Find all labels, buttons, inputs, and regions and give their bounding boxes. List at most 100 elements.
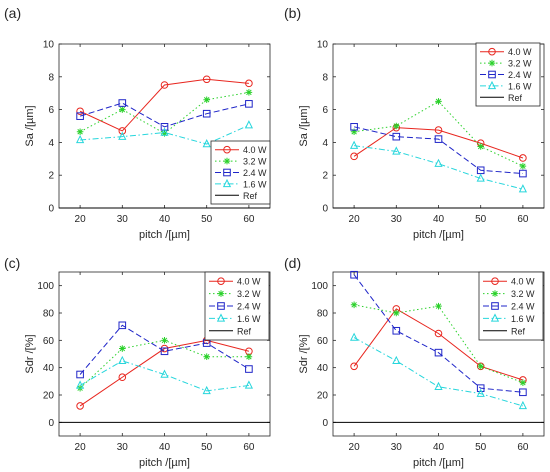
x-tick-label: 60 xyxy=(517,214,529,225)
data-point xyxy=(244,120,254,129)
y-tick-label: 2 xyxy=(48,171,54,182)
chart-panel-3: (c) 20 30 40 50 60 0 20 40 60 80 100 pitch /[µm] Sdr … xyxy=(4,255,271,469)
legend-label: 3.2 W xyxy=(508,59,532,69)
legend-label: 3.2 W xyxy=(237,289,261,299)
data-point xyxy=(118,127,127,135)
y-tick-label: 20 xyxy=(43,391,55,402)
y-tick-label: 0 xyxy=(322,204,328,215)
legend-marker xyxy=(491,290,499,297)
x-tick-label: 20 xyxy=(75,214,87,225)
data-point xyxy=(118,373,127,382)
legend-marker xyxy=(490,313,500,322)
data-point xyxy=(350,301,358,309)
y-axis-label: Sa /[µm] xyxy=(24,105,36,146)
data-point xyxy=(434,158,443,167)
y-axis-label: Sa /[µm] xyxy=(298,105,310,146)
y-tick-label: 8 xyxy=(322,72,328,83)
y-tick-label: 10 xyxy=(317,40,329,51)
data-point xyxy=(476,384,485,392)
series-line xyxy=(80,124,250,145)
x-tick-label: 30 xyxy=(391,442,403,453)
y-tick-label: 0 xyxy=(322,418,328,429)
series-line xyxy=(353,126,523,175)
y-tick-label: 10 xyxy=(43,40,55,51)
data-point xyxy=(349,140,359,149)
legend-label: 1.6 W xyxy=(511,314,535,324)
series-1 xyxy=(350,123,527,162)
series-3 xyxy=(350,270,527,397)
series-2 xyxy=(76,89,253,137)
legend-label: 4.0 W xyxy=(508,47,532,57)
legend-label: 2.4 W xyxy=(511,302,535,312)
x-tick-label: 40 xyxy=(433,214,445,225)
data-point xyxy=(350,270,358,279)
x-tick-label: 40 xyxy=(433,442,445,453)
chart-panel-4: (d) 20 30 40 50 60 0 20 40 60 80 100 pitch /[µm] Sdr … xyxy=(284,255,545,469)
legend-marker xyxy=(488,70,496,79)
y-tick-label: 40 xyxy=(317,363,329,374)
data-point xyxy=(392,355,401,365)
legend: 4.0 W 3.2 W 2.4 W 1.6 W Ref xyxy=(204,271,270,341)
x-tick-label: 20 xyxy=(349,442,361,453)
data-point xyxy=(202,385,211,395)
data-point xyxy=(393,309,400,317)
data-point xyxy=(435,302,442,310)
data-point xyxy=(118,321,127,330)
x-tick-label: 30 xyxy=(117,442,129,453)
data-point xyxy=(203,96,210,104)
series-line xyxy=(353,308,524,381)
data-point xyxy=(76,128,84,136)
data-point xyxy=(75,380,85,389)
legend-marker xyxy=(223,157,231,165)
y-tick-label: 6 xyxy=(322,105,328,116)
legend-marker xyxy=(491,302,499,310)
data-point xyxy=(519,162,527,170)
data-point xyxy=(434,126,443,134)
legend-marker xyxy=(488,47,496,56)
legend-marker xyxy=(487,80,497,90)
x-axis-label: pitch /[µm] xyxy=(413,229,464,241)
y-tick-label: 100 xyxy=(37,281,54,292)
data-point xyxy=(202,75,211,84)
legend-label: Ref xyxy=(237,326,252,336)
data-point xyxy=(519,169,527,178)
data-point xyxy=(349,332,359,341)
legend-label: 2.4 W xyxy=(237,302,261,312)
series-4 xyxy=(75,355,254,395)
legend-marker xyxy=(217,290,225,297)
legend-label: 4.0 W xyxy=(243,145,267,155)
legend-label: 4.0 W xyxy=(237,277,261,287)
series-4 xyxy=(349,332,528,410)
legend-label: Ref xyxy=(508,93,523,103)
data-point xyxy=(160,127,169,136)
data-point xyxy=(160,369,169,378)
series-line xyxy=(353,337,524,407)
x-tick-label: 20 xyxy=(349,214,361,225)
legend-box xyxy=(475,42,541,107)
y-tick-label: 0 xyxy=(48,418,54,429)
series-line xyxy=(354,100,524,167)
series-3 xyxy=(350,123,527,178)
data-point xyxy=(245,365,253,373)
x-tick-label: 50 xyxy=(201,442,213,453)
panel-label: (a) xyxy=(4,5,21,21)
x-axis-label: pitch /[µm] xyxy=(139,229,190,241)
data-point xyxy=(161,130,168,137)
data-point xyxy=(518,184,528,193)
series-2 xyxy=(350,301,527,386)
legend-label: 4.0 W xyxy=(511,277,535,287)
legend-label: 2.4 W xyxy=(243,168,267,178)
legend-label: 3.2 W xyxy=(511,289,535,299)
y-axis-label: Sdr /[%] xyxy=(24,334,36,373)
series-3 xyxy=(76,321,253,379)
data-point xyxy=(119,106,126,113)
data-point xyxy=(118,99,127,107)
data-point xyxy=(161,337,168,344)
data-point xyxy=(203,353,210,361)
data-point xyxy=(434,381,443,390)
data-point xyxy=(392,132,401,141)
y-tick-label: 2 xyxy=(322,171,328,182)
data-point xyxy=(76,402,84,410)
series-line xyxy=(354,145,524,190)
